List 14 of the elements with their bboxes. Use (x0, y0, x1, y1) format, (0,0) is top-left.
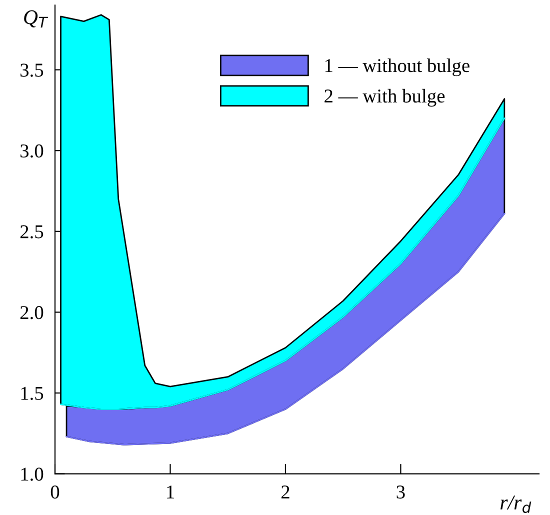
y-tick-label: 2.0 (20, 306, 44, 320)
x-tick-label: 2 (281, 486, 290, 498)
legend-label: 1 — without bulge (325, 58, 470, 76)
y-tick-label: 2.5 (20, 225, 44, 238)
x-axis-title: r/r$_{d}$ (500, 496, 532, 513)
x-tick-label: 0 (50, 485, 60, 499)
y-tick-label: 3.0 (20, 144, 44, 158)
y-tick-label: 3.5 (20, 64, 44, 77)
x-tick-label: 1 (167, 486, 174, 498)
legend-label: 2 — with bulge (324, 88, 445, 107)
y-tick-label: 1.0 (21, 468, 44, 481)
y-axis-title: Q$_{T}$ (24, 10, 48, 28)
x-tick-label: 3 (396, 486, 405, 499)
y-tick-label: 1.5 (21, 386, 44, 400)
